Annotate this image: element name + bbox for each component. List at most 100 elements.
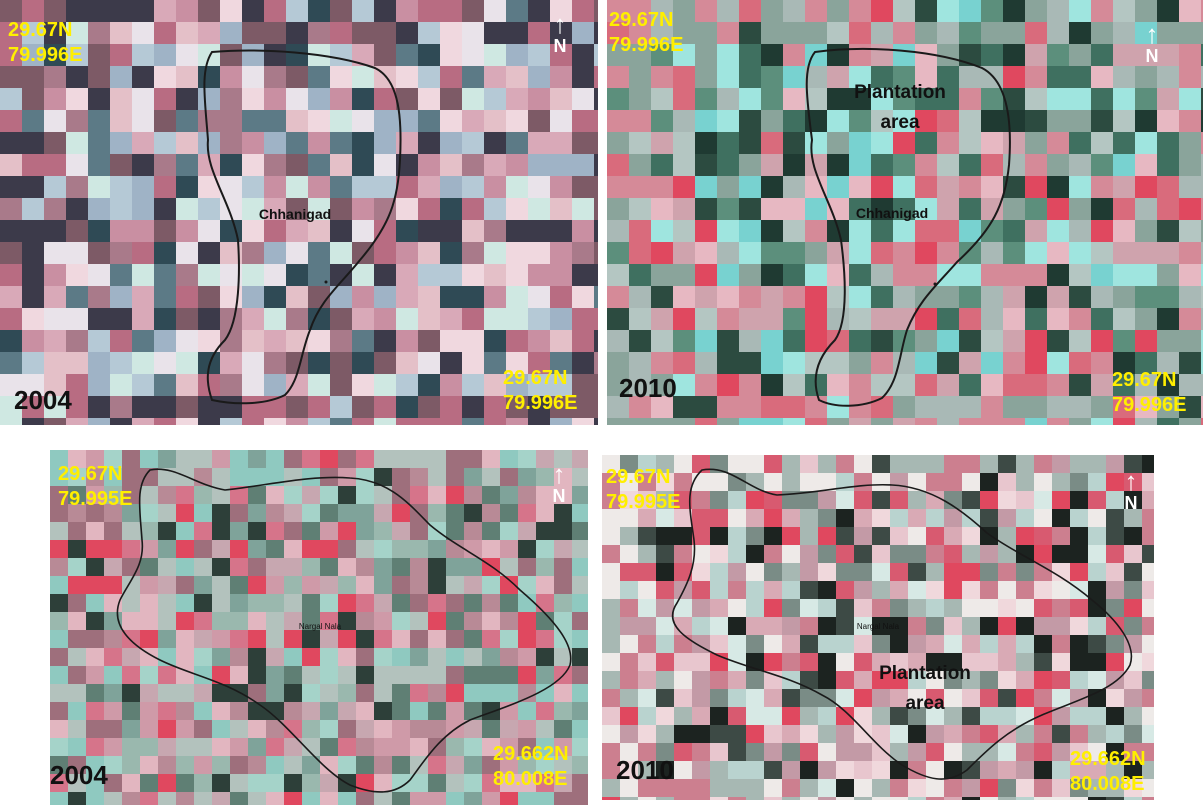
imagery-pixel xyxy=(352,286,374,308)
imagery-pixel xyxy=(782,761,800,779)
imagery-pixel xyxy=(871,176,893,198)
imagery-pixel xyxy=(1088,473,1106,491)
imagery-pixel xyxy=(198,198,220,220)
imagery-pixel xyxy=(890,617,908,635)
imagery-pixel xyxy=(818,743,836,761)
imagery-pixel xyxy=(176,522,194,540)
imagery-pixel xyxy=(944,725,962,743)
imagery-pixel xyxy=(194,684,212,702)
imagery-pixel xyxy=(158,468,176,486)
imagery-pixel xyxy=(176,648,194,666)
imagery-pixel xyxy=(800,581,818,599)
imagery-pixel xyxy=(464,792,482,805)
imagery-pixel xyxy=(695,264,717,286)
imagery-pixel xyxy=(352,242,374,264)
imagery-pixel xyxy=(1016,671,1034,689)
imagery-pixel xyxy=(352,110,374,132)
imagery-pixel xyxy=(528,242,550,264)
imagery-pixel xyxy=(86,450,104,468)
imagery-pixel xyxy=(717,176,739,198)
imagery-pixel xyxy=(132,242,154,264)
imagery-pixel xyxy=(320,540,338,558)
imagery-pixel xyxy=(692,707,710,725)
imagery-pixel xyxy=(536,540,554,558)
imagery-pixel xyxy=(849,198,871,220)
imagery-pixel xyxy=(428,684,446,702)
imagery-pixel xyxy=(440,22,462,44)
imagery-pixel xyxy=(674,725,692,743)
imagery-pixel xyxy=(506,286,528,308)
imagery-pixel xyxy=(594,66,598,88)
imagery-pixel xyxy=(0,308,22,330)
imagery-pixel xyxy=(893,110,915,132)
imagery-pixel xyxy=(132,374,154,396)
imagery-pixel xyxy=(410,558,428,576)
imagery-pixel xyxy=(104,450,122,468)
imagery-pixel xyxy=(1201,110,1203,132)
imagery-pixel xyxy=(554,684,572,702)
imagery-pixel xyxy=(50,522,68,540)
imagery-pixel xyxy=(1052,563,1070,581)
imagery-pixel xyxy=(620,761,638,779)
imagery-pixel xyxy=(944,761,962,779)
imagery-pixel xyxy=(140,756,158,774)
imagery-pixel xyxy=(1069,242,1091,264)
imagery-pixel xyxy=(308,308,330,330)
imagery-pixel xyxy=(132,88,154,110)
imagery-pixel xyxy=(104,630,122,648)
imagery-pixel xyxy=(66,418,88,425)
imagery-pixel xyxy=(959,66,981,88)
imagery-pixel xyxy=(761,352,783,374)
imagery-pixel xyxy=(1179,132,1201,154)
imagery-pixel xyxy=(374,264,396,286)
imagery-pixel xyxy=(536,666,554,684)
imagery-pixel xyxy=(230,558,248,576)
imagery-pixel xyxy=(1025,418,1047,425)
imagery-pixel xyxy=(140,558,158,576)
imagery-pixel xyxy=(410,648,428,666)
imagery-pixel xyxy=(248,486,266,504)
imagery-pixel xyxy=(266,792,284,805)
imagery-pixel xyxy=(1034,635,1052,653)
imagery-pixel xyxy=(410,738,428,756)
imagery-pixel xyxy=(998,797,1016,800)
imagery-pixel xyxy=(374,154,396,176)
imagery-pixel xyxy=(1091,374,1113,396)
imagery-pixel xyxy=(302,576,320,594)
imagery-pixel xyxy=(602,725,620,743)
imagery-pixel xyxy=(266,558,284,576)
imagery-pixel xyxy=(692,725,710,743)
imagery-pixel xyxy=(1047,418,1069,425)
imagery-pixel xyxy=(302,684,320,702)
imagery-pixel xyxy=(356,558,374,576)
imagery-pixel xyxy=(264,308,286,330)
imagery-pixel xyxy=(572,88,594,110)
imagery-pixel xyxy=(871,154,893,176)
imagery-pixel xyxy=(926,563,944,581)
plantation-area-label: Plantation area xyxy=(879,663,971,714)
imagery-pixel xyxy=(980,563,998,581)
imagery-pixel xyxy=(1201,286,1203,308)
imagery-pixel xyxy=(418,88,440,110)
imagery-pixel xyxy=(656,689,674,707)
imagery-pixel xyxy=(937,110,959,132)
imagery-pixel xyxy=(50,792,68,805)
imagery-pixel xyxy=(854,527,872,545)
imagery-pixel xyxy=(212,504,230,522)
imagery-pixel xyxy=(1052,473,1070,491)
imagery-pixel xyxy=(266,756,284,774)
imagery-pixel xyxy=(86,612,104,630)
imagery-pixel xyxy=(602,617,620,635)
imagery-pixel xyxy=(554,486,572,504)
imagery-pixel xyxy=(602,473,620,491)
imagery-pixel xyxy=(220,330,242,352)
imagery-pixel xyxy=(854,599,872,617)
imagery-pixel xyxy=(44,176,66,198)
imagery-pixel xyxy=(764,545,782,563)
imagery-pixel xyxy=(266,774,284,792)
year-label: 2004 xyxy=(50,760,108,790)
imagery-pixel xyxy=(572,576,588,594)
imagery-pixel xyxy=(66,88,88,110)
place-label: Nargal Nala xyxy=(856,622,900,631)
imagery-pixel xyxy=(536,756,554,774)
